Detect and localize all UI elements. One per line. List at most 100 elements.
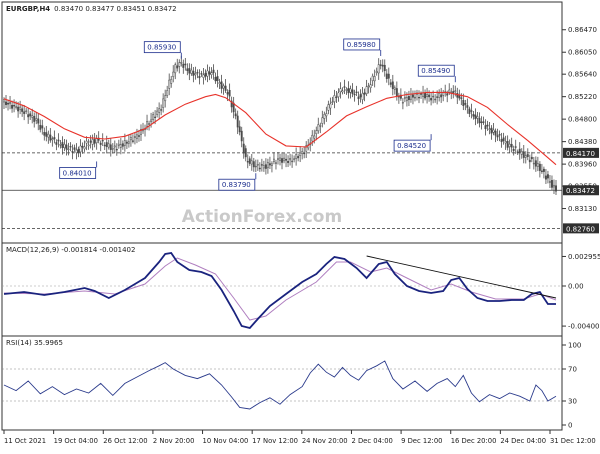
price-y-tick-label: 0.85220 <box>568 93 597 101</box>
candle-body <box>154 116 157 119</box>
candle-body <box>438 92 441 98</box>
candle-body <box>331 101 334 103</box>
candle-body <box>200 73 203 75</box>
rsi-y-tick-label: 0 <box>568 422 572 430</box>
candle-body <box>349 88 352 93</box>
candle-body <box>339 88 342 93</box>
callout-box <box>143 41 181 54</box>
candle-body <box>220 81 223 89</box>
candle-body <box>228 89 231 97</box>
level-badge <box>563 223 599 234</box>
candle-body <box>103 144 106 147</box>
candle-body <box>351 89 354 94</box>
candle-body <box>21 108 24 112</box>
x-tick-label: 16 Dec 20:00 <box>451 437 497 445</box>
rsi-y-tick-label: 30 <box>568 398 577 406</box>
candle-body <box>452 91 455 94</box>
callout-label: 0.85490 <box>421 67 450 75</box>
candle-body <box>89 140 92 143</box>
candle-body <box>323 114 326 119</box>
callout-box <box>343 38 381 51</box>
candle-body <box>281 158 283 163</box>
candle-body <box>262 165 265 169</box>
candle-body <box>113 145 116 148</box>
candle-body <box>140 129 142 135</box>
candle-body <box>77 148 80 153</box>
candle-body <box>426 94 429 97</box>
x-tick-label: 11 Oct 2021 <box>4 437 46 445</box>
candle-body <box>194 73 197 76</box>
price-symbol: EURGBP,H4 <box>6 5 50 13</box>
candle-body <box>299 152 302 157</box>
candle-body <box>430 98 433 101</box>
candle-body <box>83 146 86 150</box>
callout-box <box>393 139 431 152</box>
candle-body <box>486 124 489 127</box>
macd-trendline <box>366 255 557 299</box>
candle-body <box>111 148 114 150</box>
candle-body <box>208 71 211 75</box>
candle-body <box>504 141 507 144</box>
candle-body <box>393 87 396 90</box>
candle-body <box>530 156 533 160</box>
candle-body <box>87 144 90 147</box>
callout-box <box>59 167 97 179</box>
candle-body <box>440 94 443 98</box>
candle-body <box>546 174 549 179</box>
candle-body <box>99 142 102 145</box>
callout-label: 0.83790 <box>222 181 251 189</box>
candle-body <box>17 106 20 112</box>
price-y-tick-label: 0.85640 <box>568 71 597 79</box>
candle-body <box>256 164 259 166</box>
candle-body <box>218 82 221 84</box>
candle-body <box>325 113 328 117</box>
candle-body <box>534 160 537 167</box>
candle-body <box>13 105 16 107</box>
candle-body <box>238 126 241 133</box>
candle-body <box>71 150 74 153</box>
candle-body <box>202 74 205 78</box>
candle-body <box>442 92 445 96</box>
candle-body <box>190 69 193 74</box>
candle-body <box>353 93 356 96</box>
candle-body <box>379 64 382 66</box>
candle-body <box>536 163 539 167</box>
candle-body <box>361 93 364 100</box>
candle-body <box>311 134 314 142</box>
candle-body <box>381 64 384 67</box>
candle-body <box>448 89 451 93</box>
x-tick-label: 17 Nov 12:00 <box>252 437 298 445</box>
candle-body <box>506 141 509 148</box>
price-y-tick-label: 0.83960 <box>568 161 597 169</box>
candle-body <box>53 137 56 140</box>
candle-body <box>412 94 414 98</box>
candle-body <box>391 81 394 90</box>
candle-body <box>246 161 249 163</box>
candle-body <box>268 163 271 166</box>
candle-body <box>335 96 338 98</box>
candle-body <box>500 139 503 143</box>
candle-body <box>387 73 390 79</box>
candle-body <box>234 113 237 117</box>
candle-body <box>109 144 112 150</box>
pane-frame-macd <box>1 242 563 337</box>
candle-body <box>49 134 52 141</box>
candle-body <box>544 175 547 180</box>
candle-body <box>418 96 420 99</box>
candle-body <box>540 170 543 172</box>
candle-body <box>258 167 261 170</box>
candle-body <box>464 103 467 105</box>
candle-body <box>35 118 38 121</box>
callout-label: 0.84010 <box>63 169 92 177</box>
candle-body <box>236 115 239 128</box>
candle-body <box>333 95 336 102</box>
candle-body <box>373 76 376 82</box>
candle-body <box>146 121 148 127</box>
candle-body <box>375 71 378 73</box>
candle-body <box>526 154 529 157</box>
candle-body <box>19 106 22 110</box>
candle-body <box>188 68 191 74</box>
candle-body <box>553 184 555 188</box>
candle-body <box>317 124 320 132</box>
